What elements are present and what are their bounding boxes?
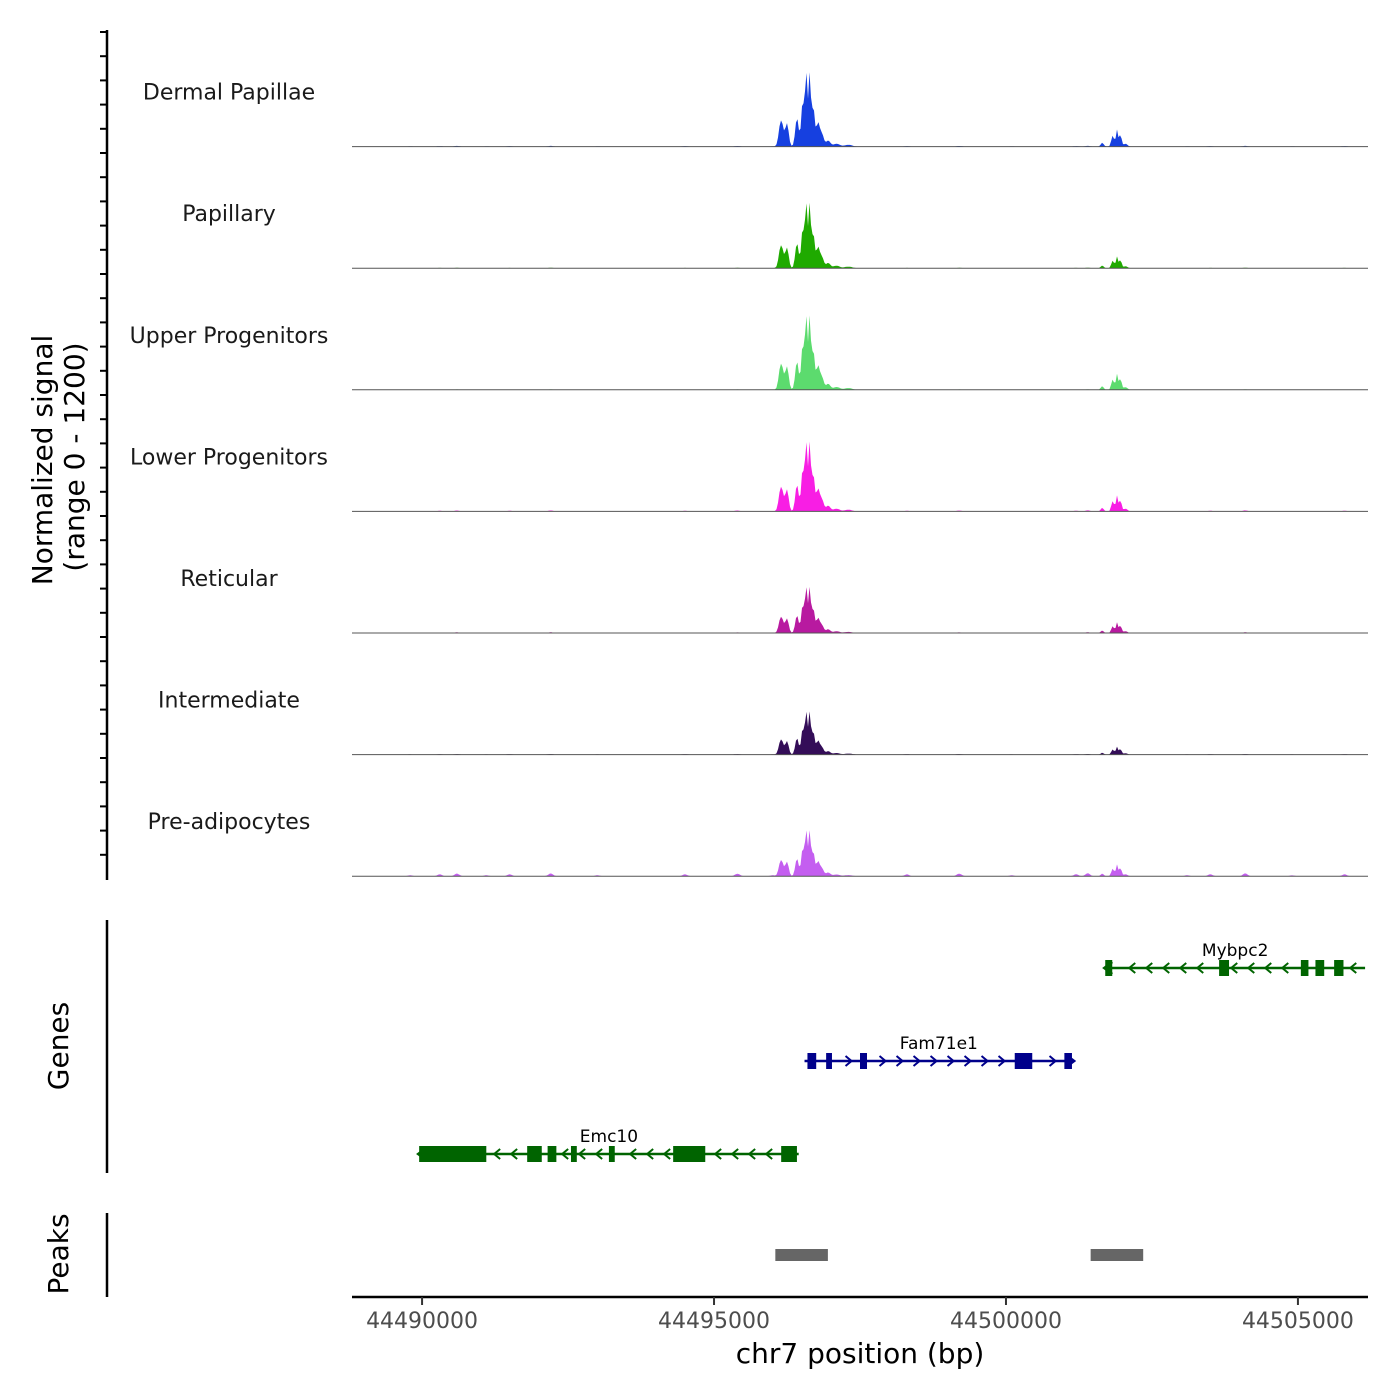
signal-area [352, 72, 1368, 147]
strand-arrow [1263, 962, 1272, 974]
track-dermal-papillae: Dermal Papillae [143, 72, 1368, 148]
signal-area [352, 586, 1368, 633]
track-lower-progenitors: Lower Progenitors [130, 441, 1368, 512]
strand-arrow [594, 1148, 603, 1160]
strand-arrow [713, 1148, 722, 1160]
exon [781, 1146, 797, 1162]
signal-area [352, 441, 1368, 512]
track-intermediate: Intermediate [158, 689, 1368, 756]
exon [1300, 960, 1309, 976]
strand-arrow [1161, 962, 1170, 974]
track-upper-progenitors: Upper Progenitors [130, 315, 1368, 391]
exon [1014, 1053, 1033, 1069]
track-reticular: Reticular [180, 567, 1368, 634]
strand-arrow [1127, 962, 1136, 974]
gene-emc10: Emc10 [416, 1127, 799, 1162]
strand-arrow [509, 1148, 518, 1160]
strand-arrow [878, 1055, 888, 1067]
strand-arrow [1348, 962, 1357, 974]
exon [570, 1146, 577, 1162]
gene-label: Mybpc2 [1202, 941, 1268, 961]
y-axis-title-line2: (range 0 - 1200) [58, 342, 91, 571]
exon [419, 1146, 487, 1162]
strand-arrow [1195, 962, 1204, 974]
strand-arrow [645, 1148, 654, 1160]
track-label: Upper Progenitors [130, 324, 329, 349]
peak-track [775, 1249, 1144, 1261]
signal-area [352, 315, 1368, 390]
gene-track: Mybpc2 Fam71e1 Emc10 [416, 941, 1366, 1162]
x-tick-label: 44505000 [1242, 1309, 1354, 1334]
track-pre-adipocytes: Pre-adipocytes [148, 810, 1368, 877]
exon [673, 1146, 706, 1162]
gene-mybpc2: Mybpc2 [1102, 941, 1366, 976]
track-papillary: Papillary [182, 202, 1368, 269]
strand-arrow [1144, 962, 1153, 974]
x-tick-label: 44500000 [950, 1309, 1062, 1334]
strand-arrow [560, 1148, 569, 1160]
strand-arrow [730, 1148, 739, 1160]
strand-arrow [963, 1055, 973, 1067]
exon [1315, 960, 1325, 976]
strand-arrow [662, 1148, 671, 1160]
exon [527, 1146, 542, 1162]
strand-arrow [1229, 962, 1238, 974]
signal-area [352, 711, 1368, 755]
strand-arrow [912, 1055, 922, 1067]
strand-arrow [1280, 962, 1289, 974]
track-label: Intermediate [158, 689, 300, 714]
exon [1105, 960, 1113, 976]
strand-arrow [577, 1148, 586, 1160]
strand-arrow [1048, 1055, 1058, 1067]
gene-label: Emc10 [580, 1127, 638, 1147]
exon [826, 1053, 832, 1069]
strand-arrow [946, 1055, 956, 1067]
signal-y-axis [100, 30, 109, 880]
gene-label: Fam71e1 [900, 1034, 978, 1054]
gene-fam71e1: Fam71e1 [804, 1034, 1077, 1069]
signal-tracks: Dermal Papillae Papillary Upper Progenitor… [130, 72, 1368, 877]
peak-region [1090, 1249, 1144, 1261]
exon [608, 1146, 615, 1162]
exon [1334, 960, 1344, 976]
track-label: Lower Progenitors [130, 445, 328, 470]
strand-arrow [747, 1148, 756, 1160]
strand-arrow [929, 1055, 939, 1067]
strand-arrow [895, 1055, 905, 1067]
signal-area [352, 830, 1368, 877]
x-axis-title: chr7 position (bp) [736, 1337, 985, 1370]
x-tick-label: 44490000 [366, 1309, 478, 1334]
genes-axis-title: Genes [42, 1002, 75, 1090]
track-label: Dermal Papillae [143, 81, 315, 106]
strand-arrow [997, 1055, 1007, 1067]
exon [860, 1053, 868, 1069]
peak-region [775, 1249, 828, 1261]
y-axis-title-line1: Normalized signal [26, 335, 59, 586]
strand-arrow [980, 1055, 990, 1067]
strand-arrow [844, 1055, 854, 1067]
x-axis: 44490000 44495000 44500000 44505000 [352, 1295, 1368, 1334]
strand-arrow [628, 1148, 637, 1160]
track-label: Papillary [182, 202, 276, 227]
peaks-axis-title: Peaks [42, 1213, 75, 1294]
strand-arrow [1246, 962, 1255, 974]
x-tick-label: 44495000 [658, 1309, 770, 1334]
exon [807, 1053, 817, 1069]
signal-area [352, 202, 1368, 269]
exon [1064, 1053, 1072, 1069]
strand-arrow [492, 1148, 501, 1160]
track-label: Reticular [180, 567, 278, 592]
track-label: Pre-adipocytes [148, 810, 311, 835]
strand-arrow [1178, 962, 1187, 974]
exon [547, 1146, 557, 1162]
exon [1219, 960, 1230, 976]
strand-arrow [764, 1148, 773, 1160]
